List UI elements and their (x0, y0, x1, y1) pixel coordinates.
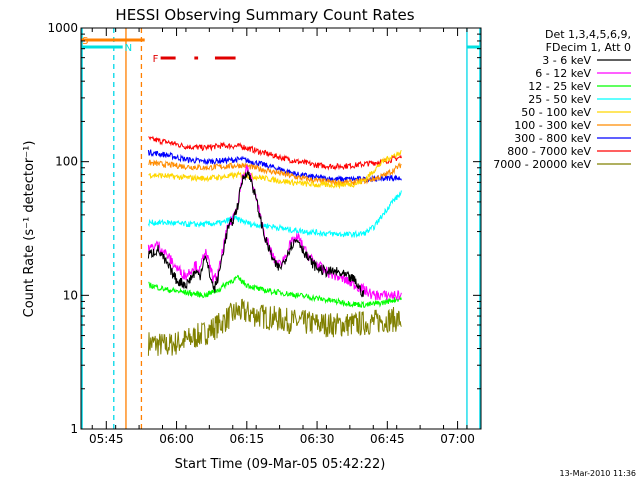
x-axis-label: Start Time (09-Mar-05 05:42:22) (175, 457, 386, 472)
legend-header: FDecim 1, Att 0 (546, 41, 631, 54)
legend-entry-label: 800 - 7000 keV (507, 145, 591, 158)
x-tick-label: 06:15 (230, 432, 265, 446)
flag-bar (194, 56, 199, 60)
legend-entry-label: 25 - 50 keV (528, 93, 591, 106)
chart-title: HESSI Observing Summary Count Rates (115, 6, 414, 24)
flag-bar (81, 38, 145, 42)
series-layer (147, 135, 402, 356)
series-line (148, 149, 402, 190)
x-tick-label: 06:00 (159, 432, 194, 446)
legend-entry-label: 3 - 6 keV (542, 54, 591, 67)
y-tick-label: 1000 (47, 21, 78, 35)
flag-label: S (82, 36, 88, 47)
flag-bar (160, 56, 176, 60)
legend-entry-label: 6 - 12 keV (535, 67, 591, 80)
y-tick-label: 1 (70, 422, 78, 436)
flag-label: N (125, 43, 132, 54)
plot-frame (80, 27, 482, 430)
tick-layer: 05:45 06:00 06:15 06:30 06:45 07:00 1 10 100 1000 (47, 21, 481, 446)
band-layer (81, 28, 481, 429)
legend-entry-label: 7000 - 20000 keV (493, 158, 591, 171)
flag-bar (81, 45, 123, 49)
legend-header: Det 1,3,4,5,6,9, (545, 28, 631, 41)
x-tick-label: 06:45 (370, 432, 405, 446)
flag-label: F (153, 54, 159, 65)
flag-layer: S N F (81, 36, 481, 65)
x-tick-label: 05:45 (89, 432, 124, 446)
y-tick-label: 100 (55, 155, 78, 169)
legend-entry-label: 100 - 300 keV (514, 119, 591, 132)
series-line (147, 190, 402, 239)
series-line (147, 149, 402, 183)
y-axis-label: Count Rate (s⁻¹ detector⁻¹) (22, 141, 37, 318)
flag-bar (466, 45, 481, 49)
legend-entry-label: 300 - 800 keV (514, 132, 591, 145)
series-line (148, 159, 402, 187)
x-tick-label: 07:00 (440, 432, 475, 446)
legend-entry-label: 50 - 100 keV (521, 106, 591, 119)
series-line (147, 169, 365, 298)
x-tick-label: 06:30 (300, 432, 335, 446)
legend-entry-label: 12 - 25 keV (528, 80, 591, 93)
series-line (148, 274, 402, 308)
footer-date: 13-Mar-2010 11:36 (560, 469, 637, 478)
flag-bar (214, 56, 236, 60)
y-tick-label: 10 (63, 288, 78, 302)
legend: Det 1,3,4,5,6,9,FDecim 1, Att 03 - 6 keV… (493, 28, 631, 171)
series-line (147, 298, 402, 356)
series-line (148, 135, 402, 171)
